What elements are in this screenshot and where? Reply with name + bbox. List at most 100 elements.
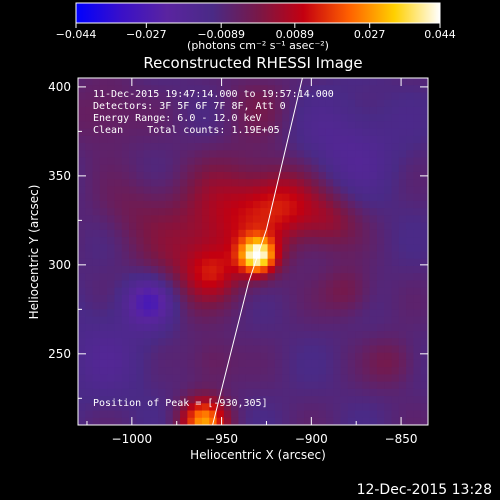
heatmap-cell [296,135,305,144]
heatmap-cell [260,106,269,115]
heatmap-cell [347,128,356,137]
heatmap-cell [340,410,349,419]
heatmap-cell [201,229,210,238]
heatmap-cell [129,99,137,108]
heatmap-cell [92,92,101,101]
heatmap-cell [201,410,210,419]
heatmap-cell [253,114,261,122]
heatmap-cell [165,331,174,339]
heatmap-cell [384,186,393,195]
heatmap-cell [180,302,188,310]
heatmap-cell [267,316,276,325]
heatmap-cell [391,78,400,86]
heatmap-cell [369,280,378,289]
heatmap-cell [260,359,269,368]
heatmap-cell [238,171,247,180]
plot-frame [77,77,429,426]
heatmap-cell [362,388,371,397]
heatmap-cell [216,121,225,130]
heatmap-cell [136,410,145,419]
heatmap-cell [114,171,123,180]
heatmap-cell [253,258,261,267]
heatmap-cell [369,316,378,325]
heatmap-cell [238,280,247,289]
heatmap-cell [201,302,210,310]
heatmap-cell [311,294,320,303]
heatmap-cell [391,381,400,390]
heatmap-cell [384,251,393,260]
heatmap-cell [340,92,349,101]
heatmap-cell [107,229,116,238]
heatmap-cell [376,302,385,310]
heatmap-cell [150,229,159,238]
heatmap-cell [347,381,356,390]
heatmap-cell [413,352,422,361]
heatmap-cell [129,273,137,282]
heatmap-cell [274,186,283,195]
heatmap-cell [194,92,203,101]
heatmap-cell [143,258,152,267]
heatmap-cell [369,186,378,195]
heatmap-cell [172,157,181,166]
heatmap-cell [223,381,232,390]
heatmap-cell [325,99,334,108]
heatmap-cell [143,294,152,303]
heatmap-cell [376,388,385,397]
heatmap-cell [318,150,327,159]
heatmap-cell [107,388,116,397]
heatmap-cell [274,338,283,347]
heatmap-cell [253,78,261,86]
heatmap-cell [406,359,415,368]
heatmap-cell [333,251,342,260]
heatmap-cell [238,92,247,101]
heatmap-cell [136,237,145,245]
heatmap-cell [245,164,254,173]
heatmap-cell [340,381,349,390]
heatmap-cell [376,417,385,425]
heatmap-cell [209,193,218,202]
heatmap-cell [209,171,218,180]
heatmap-cell [406,323,415,332]
heatmap-cell [201,287,210,296]
heatmap-cell [180,92,188,101]
heatmap-cell [114,200,123,209]
heatmap-cell [413,78,422,86]
heatmap-cell [187,78,196,86]
heatmap-cell [369,92,378,101]
heatmap-cell [282,114,291,122]
heatmap-cell [420,345,428,354]
heatmap-cell [216,222,225,231]
heatmap-cell [216,331,225,339]
heatmap-cell [107,186,116,195]
heatmap-cell [253,345,261,354]
heatmap-cell [216,287,225,296]
heatmap-cell [340,338,349,347]
heatmap-cell [296,294,305,303]
heatmap-cell [260,222,269,231]
heatmap-cell [92,128,101,137]
heatmap-cell [369,287,378,296]
heatmap-cell [318,294,327,303]
heatmap-cell [143,85,152,94]
heatmap-cell [216,367,225,375]
heatmap-cell [333,237,342,245]
heatmap-cell [180,316,188,325]
heatmap-cell [398,396,407,404]
heatmap-cell [209,309,218,318]
heatmap-cell [311,309,320,318]
heatmap-cell [274,352,283,361]
heatmap-cell [223,251,232,260]
heatmap-cell [194,143,203,151]
heatmap-cell [318,302,327,310]
heatmap-cell [187,215,196,224]
heatmap-cell [136,200,145,209]
heatmap-cell [376,309,385,318]
heatmap-cell [420,396,428,404]
heatmap-cell [85,200,94,209]
heatmap-cell [340,229,349,238]
heatmap-cell [318,85,327,94]
heatmap-cell [362,179,371,188]
heatmap-cell [391,157,400,166]
heatmap-cell [223,157,232,166]
heatmap-cell [274,251,283,260]
